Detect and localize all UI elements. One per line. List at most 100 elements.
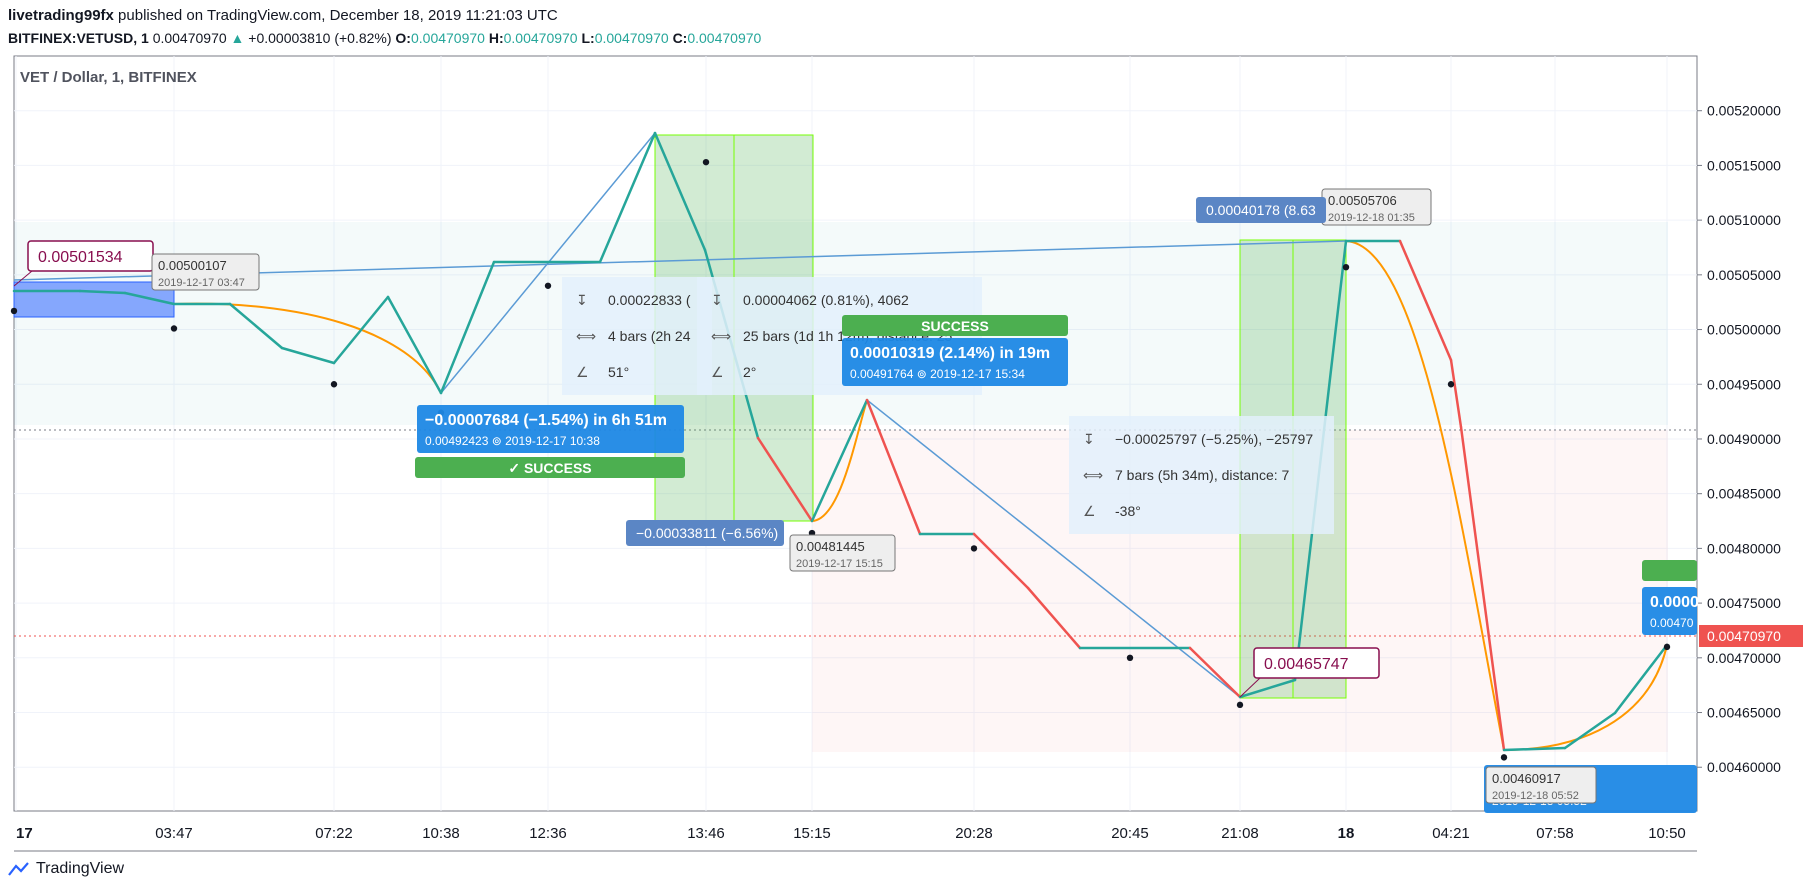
x-tick-label: 10:38 <box>422 825 460 842</box>
price-tooltip-2[interactable]: 0.00481445 2019-12-17 15:15 <box>789 534 896 572</box>
price-label-time: 2019-12-18 01:35 <box>1328 212 1415 224</box>
measure-label-sub: 0.00492423 ⊚ 2019-12-17 10:38 <box>425 434 600 448</box>
measure-label-delta: −0.00007684 (−1.54%) in 6h 51m <box>425 412 667 429</box>
price-tooltip-4-top[interactable]: 0.00460917 2019-12-18 05:52 <box>1485 766 1597 804</box>
symbol-legend: BITFINEX:VETUSD, 1 0.00470970 ▲ +0.00003… <box>8 30 762 46</box>
author-name[interactable]: livetrading99fx <box>8 7 114 24</box>
close-value: 0.00470970 <box>687 30 762 46</box>
measure-box-3[interactable]: ↧ −0.00025797 (−5.25%), −25797 ⟺ 7 bars (5h… <box>1069 416 1334 534</box>
price-range-icon: ↧ <box>1083 431 1095 447</box>
measure-row: 0.00022833 ( <box>608 292 691 308</box>
callout-1-pointer <box>13 270 33 287</box>
price-line-segment <box>386 295 443 395</box>
data-point[interactable] <box>330 381 338 388</box>
price-line-segment <box>865 398 922 536</box>
price-change: +0.00003810 (+0.82%) <box>248 30 392 46</box>
price-line-segment <box>1188 646 1242 699</box>
measure-box-bg <box>562 277 712 395</box>
data-point[interactable] <box>544 282 552 289</box>
success-badge-text: ✓ SUCCESS <box>508 460 591 476</box>
price-label-time: 2019-12-17 03:47 <box>158 277 245 289</box>
price-line-segment <box>1238 678 1297 699</box>
x-tick-label: 17 <box>16 825 33 842</box>
success-badge-bg <box>415 457 685 478</box>
measure-box-1[interactable]: ↧ 0.00022833 (⟺ 4 bars (2h 24 ∠ 51° <box>562 277 712 395</box>
x-tick-label: 15:15 <box>793 825 831 842</box>
y-tick-label: 0.00460000 <box>1707 759 1781 775</box>
bars-range-icon: ⟺ <box>576 328 596 344</box>
data-point[interactable] <box>1663 643 1671 651</box>
price-tooltip-1[interactable]: 0.00500107 2019-12-17 03:47 <box>151 253 260 291</box>
bars-range-icon: ⟺ <box>1083 467 1103 483</box>
x-tick-label: 10:50 <box>1648 825 1686 842</box>
highlight-rect[interactable] <box>13 281 175 318</box>
measure-label-box <box>417 405 684 453</box>
callout-1[interactable]: 0.00501534 <box>27 240 154 272</box>
data-point[interactable] <box>702 158 710 166</box>
x-tick-label: 04:21 <box>1432 825 1470 842</box>
price-label-value: 0.00460917 <box>1492 771 1561 786</box>
price-label-box <box>789 534 896 572</box>
measure-row: 0.00004062 (0.81%), 4062 <box>743 292 909 308</box>
x-tick-label: 20:45 <box>1111 825 1149 842</box>
forecast-curve-2[interactable] <box>811 399 868 522</box>
data-point[interactable] <box>10 307 18 315</box>
data-point[interactable] <box>1126 654 1134 662</box>
price-line-segment <box>1398 239 1453 362</box>
symbol-name: BITFINEX:VETUSD, 1 <box>8 30 149 46</box>
x-tick-label: 13:46 <box>687 825 725 842</box>
success-badge-text: SUCCESS <box>921 318 989 334</box>
data-point[interactable] <box>1500 754 1508 761</box>
measure-label-1[interactable]: −0.00007684 (−1.54%) in 6h 51m 0.00492423… <box>417 405 684 453</box>
measure-row: 7 bars (5h 34m), distance: 7 <box>1115 467 1290 483</box>
y-tick-label: 0.00480000 <box>1707 540 1781 556</box>
data-point[interactable] <box>170 325 178 332</box>
y-tick-label: 0.00515000 <box>1707 157 1781 173</box>
price-line-segment <box>1449 358 1463 429</box>
y-tick-label: 0.00510000 <box>1707 212 1781 228</box>
success-badge-3[interactable] <box>1642 560 1697 581</box>
data-point[interactable] <box>970 545 978 552</box>
success-badge-2[interactable]: SUCCESS <box>842 315 1068 336</box>
price-label-box <box>1485 766 1597 804</box>
price-line-segment <box>756 436 814 523</box>
brand-name: TradingView <box>36 860 125 877</box>
price-line-segment <box>1613 643 1669 715</box>
success-badge-1[interactable]: ✓ SUCCESS <box>415 457 685 478</box>
callout-value: 0.00465747 <box>1264 656 1349 673</box>
price-line-segment <box>78 289 127 295</box>
forecast-curve-3[interactable] <box>1345 240 1505 751</box>
callout-box <box>1253 647 1380 679</box>
x-tick-label: 18 <box>1338 825 1355 842</box>
last-price-tag: 0.00470970 <box>1699 625 1803 647</box>
y-tick-label: 0.00505000 <box>1707 267 1781 283</box>
price-line-segment <box>439 260 496 395</box>
last-price: 0.00470970 <box>152 30 227 46</box>
price-tooltip-3[interactable]: 0.00505706 2019-12-18 01:35 <box>1321 188 1432 226</box>
callout-2-pointer <box>1239 677 1261 698</box>
x-tick-label: 12:36 <box>529 825 567 842</box>
data-point[interactable] <box>1236 701 1244 709</box>
measure-label-sub: 0.00470 <box>1650 616 1694 630</box>
angle-icon: ∠ <box>576 364 589 380</box>
chart-title: VET / Dollar, 1, BITFINEX <box>20 69 197 86</box>
data-point[interactable] <box>1342 263 1350 271</box>
measure-label-2[interactable]: 0.00010319 (2.14%) in 19m 0.00491764 ⊚ 20… <box>842 338 1068 386</box>
price-line-segment <box>1026 586 1082 650</box>
tradingview-footer[interactable]: TradingView <box>8 860 124 878</box>
callout-2[interactable]: 0.00465747 <box>1253 647 1380 679</box>
price-label-value: 0.00481445 <box>796 539 865 554</box>
range-label-box <box>626 520 784 546</box>
plot-area[interactable] <box>13 55 1698 812</box>
price-label-time: 2019-12-17 15:15 <box>796 558 883 570</box>
measure-label-delta: 0.0000 <box>1650 594 1699 611</box>
price-line-segment <box>1459 425 1506 752</box>
y-tick-label: 0.00470000 <box>1707 650 1781 666</box>
bars-range-icon: ⟺ <box>711 328 731 344</box>
high-value: 0.00470970 <box>503 30 578 46</box>
range-label-1[interactable]: −0.00033811 (−6.56%) <box>626 520 784 546</box>
measure-label-3[interactable]: 0.0000 0.00470 <box>1642 587 1699 635</box>
data-point[interactable] <box>1447 381 1455 388</box>
range-label-2[interactable]: 0.00040178 (8.63 <box>1196 197 1326 223</box>
